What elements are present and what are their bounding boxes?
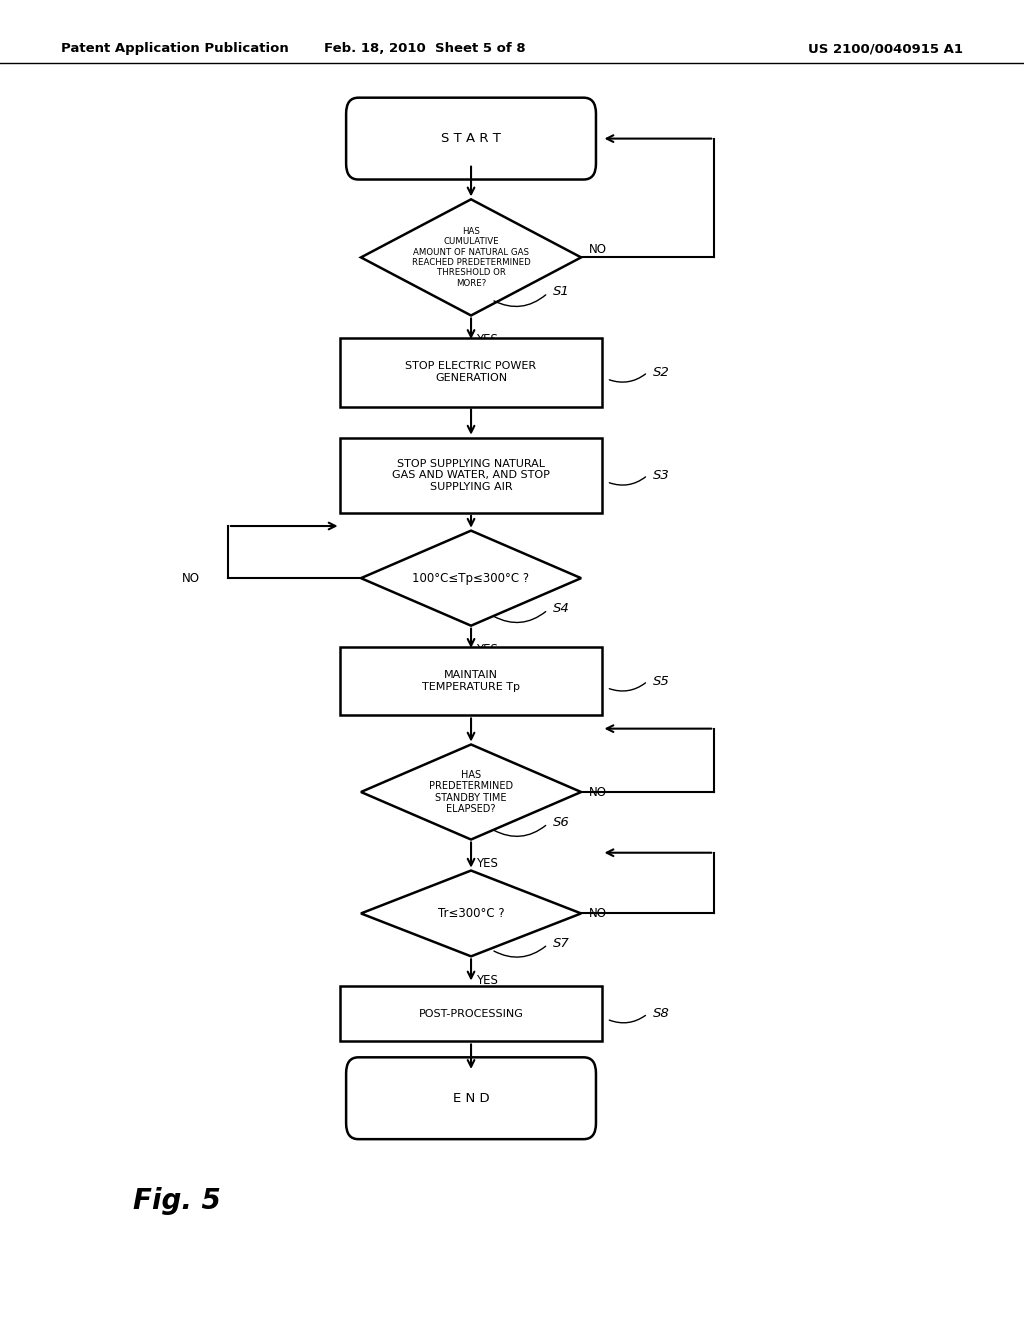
Text: S1: S1 — [553, 285, 569, 298]
Text: NO: NO — [590, 907, 607, 920]
Text: Tr≤300°C ?: Tr≤300°C ? — [437, 907, 505, 920]
Bar — [340, 986, 602, 1041]
Text: NO: NO — [590, 243, 607, 256]
Text: STOP ELECTRIC POWER
GENERATION: STOP ELECTRIC POWER GENERATION — [406, 362, 537, 383]
Text: E N D: E N D — [453, 1092, 489, 1105]
Bar — [340, 338, 602, 407]
FancyBboxPatch shape — [346, 98, 596, 180]
Text: S5: S5 — [653, 675, 670, 688]
Text: S6: S6 — [553, 816, 569, 829]
Text: STOP SUPPLYING NATURAL
GAS AND WATER, AND STOP
SUPPLYING AIR: STOP SUPPLYING NATURAL GAS AND WATER, AN… — [392, 458, 550, 492]
Text: 100°C≤Tp≤300°C ?: 100°C≤Tp≤300°C ? — [413, 572, 529, 585]
Text: Patent Application Publication: Patent Application Publication — [61, 42, 289, 55]
Text: S8: S8 — [653, 1007, 670, 1020]
Bar — [340, 647, 602, 715]
Text: S2: S2 — [653, 366, 670, 379]
FancyBboxPatch shape — [346, 1057, 596, 1139]
Text: Feb. 18, 2010  Sheet 5 of 8: Feb. 18, 2010 Sheet 5 of 8 — [325, 42, 525, 55]
Text: S3: S3 — [653, 469, 670, 482]
Text: POST-PROCESSING: POST-PROCESSING — [419, 1008, 523, 1019]
Text: US 2100/0040915 A1: US 2100/0040915 A1 — [808, 42, 963, 55]
Polygon shape — [361, 871, 582, 956]
Text: YES: YES — [476, 643, 498, 656]
Text: S7: S7 — [553, 937, 569, 949]
Text: YES: YES — [476, 974, 498, 986]
Text: MAINTAIN
TEMPERATURE Tp: MAINTAIN TEMPERATURE Tp — [422, 671, 520, 692]
Bar — [340, 437, 602, 512]
Polygon shape — [361, 199, 582, 315]
Text: HAS
PREDETERMINED
STANDBY TIME
ELAPSED?: HAS PREDETERMINED STANDBY TIME ELAPSED? — [429, 770, 513, 814]
Text: NO: NO — [182, 572, 200, 585]
Polygon shape — [361, 744, 582, 840]
Text: Fig. 5: Fig. 5 — [133, 1187, 221, 1216]
Text: S T A R T: S T A R T — [441, 132, 501, 145]
Text: S4: S4 — [553, 602, 569, 615]
Polygon shape — [361, 531, 582, 626]
Text: NO: NO — [590, 785, 607, 799]
Text: HAS
CUMULATIVE
AMOUNT OF NATURAL GAS
REACHED PREDETERMINED
THRESHOLD OR
MORE?: HAS CUMULATIVE AMOUNT OF NATURAL GAS REA… — [412, 227, 530, 288]
Text: YES: YES — [476, 333, 498, 346]
Text: YES: YES — [476, 857, 498, 870]
